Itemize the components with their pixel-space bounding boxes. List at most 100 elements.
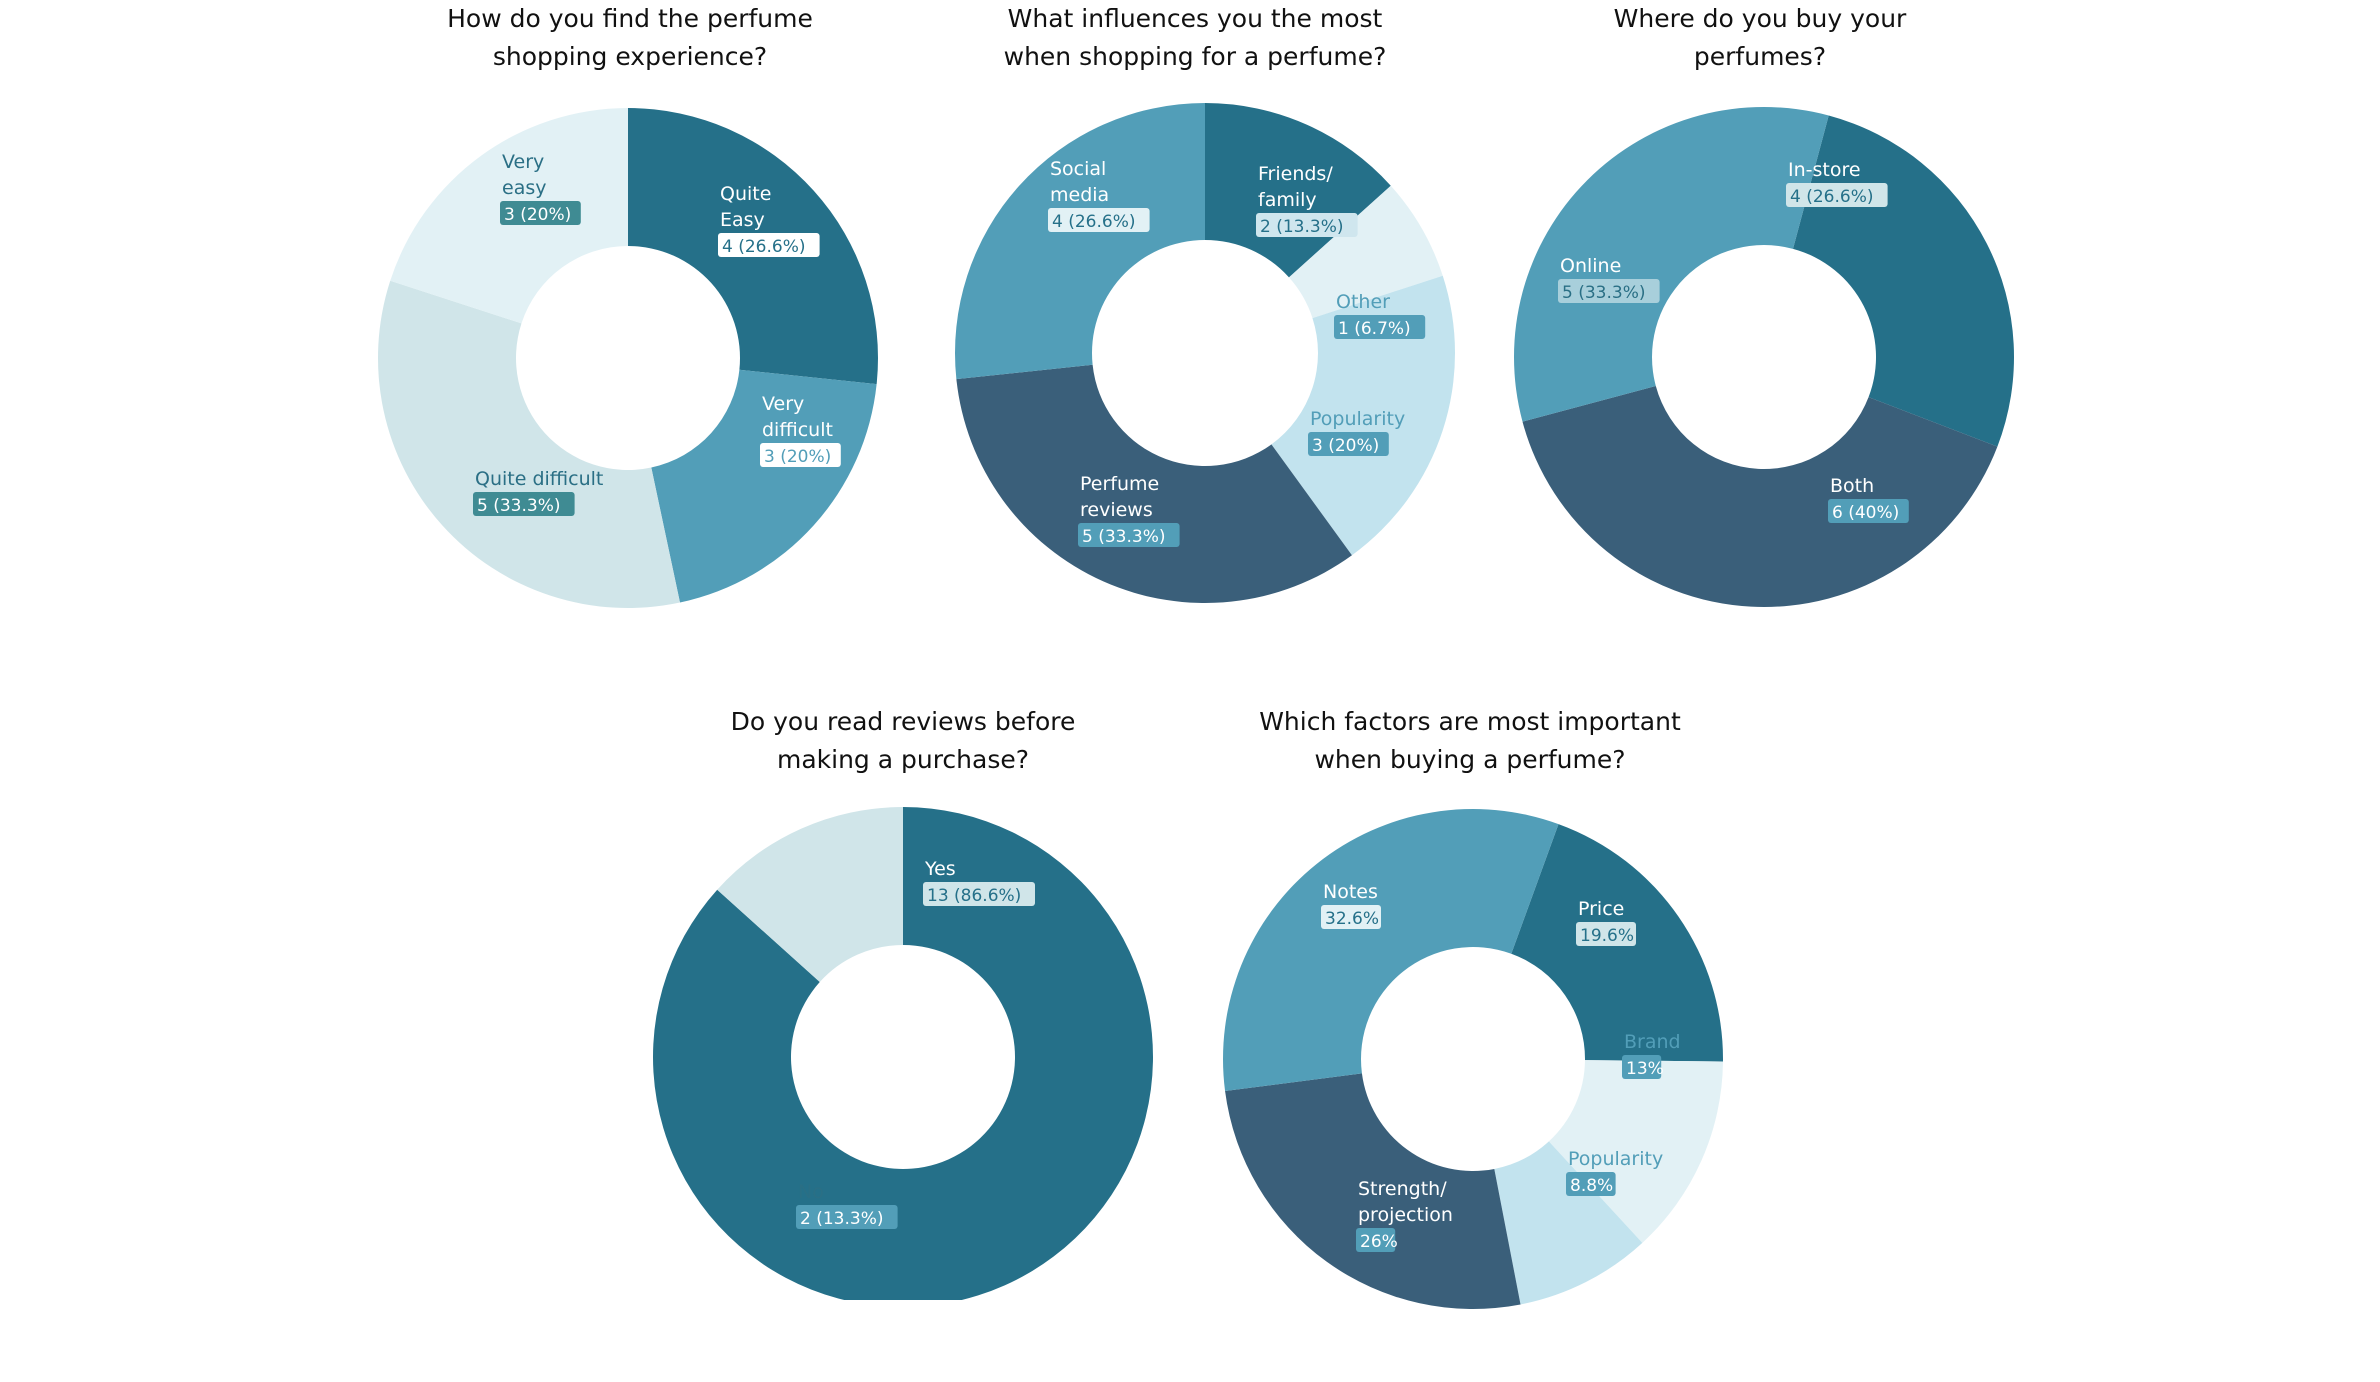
pie-slice — [651, 369, 877, 603]
slice-label-text: In-store — [1788, 159, 1861, 181]
value-label: 4 (26.6%) — [1052, 212, 1136, 232]
slice-label-text: Price — [1578, 898, 1624, 920]
value-label-box — [1558, 279, 1660, 303]
slice-label: Perfume reviews 5 (33.3%) — [1078, 473, 1180, 547]
slice-label-text: projection — [1358, 1204, 1453, 1226]
value-label-box — [1078, 523, 1180, 547]
value-label-box — [1048, 208, 1150, 232]
slice-label-text: Very — [762, 393, 804, 415]
slice-label: No 2 (13.3%) — [796, 1181, 898, 1229]
chart-title-line2: perfumes? — [1693, 42, 1827, 71]
value-label: 13 (86.6%) — [927, 886, 1021, 906]
chart-title-line2: when buying a perfume? — [1314, 745, 1626, 774]
pie-slice — [955, 103, 1205, 380]
slice-label: Popularity 8.8% — [1566, 1148, 1663, 1196]
slice-label-text: Quite difficult — [475, 468, 603, 490]
pie-slice — [377, 280, 680, 609]
value-label: 4 (26.6%) — [1790, 187, 1874, 207]
chart-title: What influences you the most — [1007, 4, 1383, 33]
chart-title-line2: when shopping for a perfume? — [1003, 42, 1387, 71]
slice-label: Other 1 (6.7%) — [1334, 291, 1426, 339]
value-label: 32.6% — [1325, 909, 1379, 929]
value-label: 2 (13.3%) — [1260, 217, 1344, 237]
value-label-box — [760, 443, 841, 467]
slice-label: Popularity 3 (20%) — [1308, 408, 1405, 456]
donut-chart-2 — [955, 103, 1455, 603]
value-label: 2 (13.3%) — [800, 1209, 884, 1229]
value-label-box — [1566, 1172, 1616, 1196]
slice-label-text: Social — [1050, 158, 1106, 180]
value-label-box — [1828, 499, 1909, 523]
slice-label-text: family — [1258, 189, 1317, 211]
slice-label: Both 6 (40%) — [1828, 475, 1909, 523]
value-label: 5 (33.3%) — [477, 496, 561, 516]
value-label-box — [1622, 1055, 1662, 1079]
slice-label-text: Notes — [1323, 881, 1378, 903]
slice-label: Strength/projection 26% — [1356, 1178, 1453, 1252]
slice-label-text: Easy — [720, 209, 765, 231]
pie-slice — [1271, 275, 1455, 556]
slice-label-text: easy — [502, 177, 546, 199]
slice-label: Very easy 3 (20%) — [500, 151, 581, 225]
slice-label-text: No — [798, 1181, 824, 1203]
value-label: 6 (40%) — [1832, 503, 1899, 523]
pie-slice — [1494, 1141, 1643, 1305]
value-label: 19.6% — [1580, 926, 1634, 946]
value-label-box — [718, 233, 820, 257]
chart-title: Do you read reviews before — [730, 707, 1076, 736]
donut-chart-3 — [1514, 107, 2015, 608]
value-label: 3 (20%) — [764, 447, 831, 467]
chart-title-line2: shopping experience? — [492, 42, 768, 71]
value-label-box — [1786, 183, 1888, 207]
slice-label: Brand 13% — [1622, 1031, 1681, 1079]
value-label-box — [1321, 905, 1381, 929]
chart-title-line2: making a purchase? — [776, 745, 1030, 774]
slice-label-text: media — [1050, 184, 1109, 206]
slice-label: Quite difficult 5 (33.3%) — [473, 468, 603, 516]
slice-label-text: Quite — [720, 183, 771, 205]
pie-slice — [1514, 107, 1829, 422]
chart-title: Where do you buy your — [1613, 4, 1907, 33]
chart-title: Which factors are most important — [1259, 707, 1681, 736]
slice-label-text: Brand — [1624, 1031, 1681, 1053]
chart-title: How do you find the perfume — [447, 4, 813, 33]
slice-label-text: reviews — [1080, 499, 1153, 521]
value-label: 26% — [1360, 1232, 1398, 1252]
value-label: 5 (33.3%) — [1562, 283, 1646, 303]
value-label-box — [923, 882, 1035, 906]
value-label: 13% — [1626, 1059, 1664, 1079]
slice-label-text: Very — [502, 151, 544, 173]
pie-slice — [652, 807, 1153, 1300]
value-label: 4 (26.6%) — [722, 237, 806, 257]
donut-chart-1 — [377, 108, 878, 609]
value-label: 5 (33.3%) — [1082, 527, 1166, 547]
slice-label-text: Other — [1336, 291, 1390, 313]
value-label: 3 (20%) — [504, 205, 571, 225]
value-label: 8.8% — [1570, 1176, 1613, 1196]
value-label-box — [1356, 1228, 1396, 1252]
value-label-box — [1256, 213, 1358, 237]
donut-chart-5 — [1223, 808, 1723, 1309]
slice-label-text: Online — [1560, 255, 1621, 277]
value-label-box — [473, 492, 575, 516]
slice-label: Price 19.6% — [1576, 898, 1636, 946]
value-label: 1 (6.7%) — [1338, 319, 1411, 339]
slice-label: In-store 4 (26.6%) — [1786, 159, 1888, 207]
slice-label-text: Strength/ — [1358, 1178, 1447, 1200]
pie-slice — [1205, 103, 1391, 278]
value-label: 3 (20%) — [1312, 436, 1379, 456]
value-label-box — [1308, 432, 1389, 456]
pie-slice — [956, 364, 1352, 603]
slice-label: Yes 13 (86.6%) — [923, 858, 1035, 906]
slice-label: Online 5 (33.3%) — [1558, 255, 1660, 303]
slice-label: Notes 32.6% — [1321, 881, 1381, 929]
pie-slice — [1288, 185, 1443, 319]
pie-slice — [1522, 385, 1998, 608]
slice-label-text: Perfume — [1080, 473, 1159, 495]
pie-slice — [1225, 1073, 1521, 1309]
slice-label-text: Yes — [924, 858, 956, 880]
slice-label-text: Both — [1830, 475, 1874, 497]
value-label-box — [1576, 922, 1636, 946]
